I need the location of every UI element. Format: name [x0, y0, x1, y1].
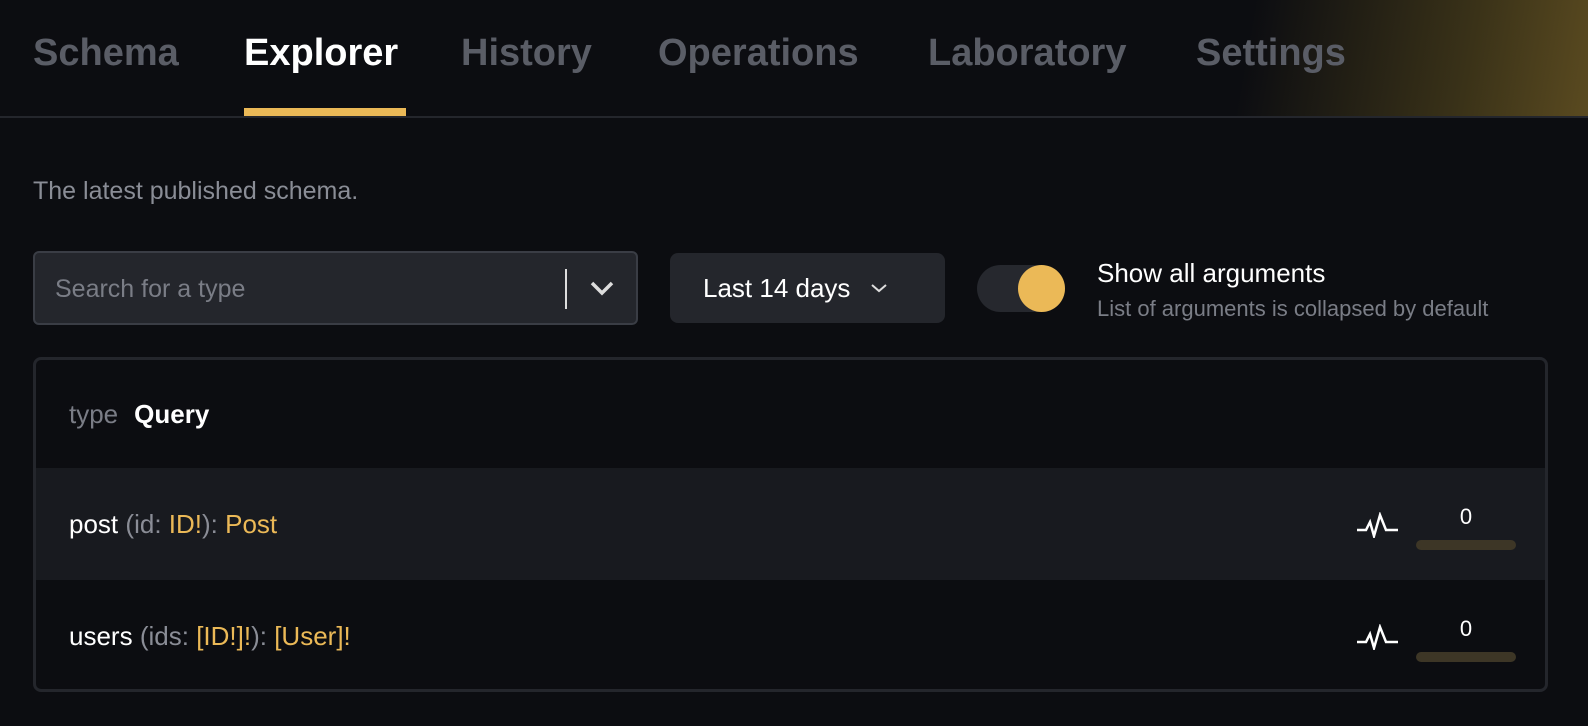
- tab-laboratory[interactable]: Laboratory: [928, 32, 1127, 74]
- date-range-label: Last 14 days: [703, 272, 851, 303]
- field-name: users: [69, 620, 133, 651]
- usage-count: 0: [1459, 616, 1473, 641]
- return-type[interactable]: [User]!: [274, 620, 351, 651]
- active-tab-indicator: [244, 108, 406, 116]
- show-all-arguments-toggle[interactable]: [977, 265, 1065, 312]
- field-row: users (ids: [ID!]!): [User]! 0: [36, 580, 1545, 689]
- arg-type[interactable]: [ID!]!: [196, 620, 252, 651]
- toggle-description: List of arguments is collapsed by defaul…: [1097, 296, 1489, 321]
- divider: [565, 269, 567, 309]
- type-card: type Query post (id: ID!): Post 0 users …: [33, 357, 1548, 692]
- usage-count: 0: [1459, 504, 1473, 529]
- tab-bar: Schema Explorer History Operations Labor…: [0, 0, 1588, 118]
- type-search[interactable]: [33, 251, 638, 325]
- arg-name: ids: [148, 620, 182, 651]
- tab-explorer[interactable]: Explorer: [244, 32, 399, 74]
- date-range-select[interactable]: Last 14 days: [670, 253, 945, 323]
- tab-history[interactable]: History: [461, 32, 592, 74]
- usage-bar: [1416, 540, 1516, 550]
- arg-name: id: [134, 508, 155, 539]
- page-subtitle: The latest published schema.: [33, 177, 359, 205]
- tab-settings[interactable]: Settings: [1196, 32, 1346, 74]
- tab-schema[interactable]: Schema: [33, 32, 179, 74]
- toggle-knob: [1018, 265, 1065, 312]
- activity-icon[interactable]: [1356, 512, 1400, 538]
- chevron-down-icon: [871, 284, 888, 293]
- type-header: type Query: [36, 360, 1545, 468]
- toggle-label: Show all arguments: [1097, 258, 1326, 288]
- type-name[interactable]: Query: [134, 398, 210, 429]
- field-name: post: [69, 508, 119, 539]
- usage-bar: [1416, 652, 1516, 662]
- tab-operations[interactable]: Operations: [658, 32, 859, 74]
- type-keyword: type: [69, 398, 119, 429]
- search-input[interactable]: [55, 271, 555, 307]
- activity-icon[interactable]: [1356, 624, 1400, 650]
- return-type[interactable]: Post: [225, 508, 278, 539]
- field-row: post (id: ID!): Post 0: [36, 468, 1545, 580]
- arg-type[interactable]: ID!: [168, 508, 202, 539]
- chevron-down-icon[interactable]: [587, 271, 617, 305]
